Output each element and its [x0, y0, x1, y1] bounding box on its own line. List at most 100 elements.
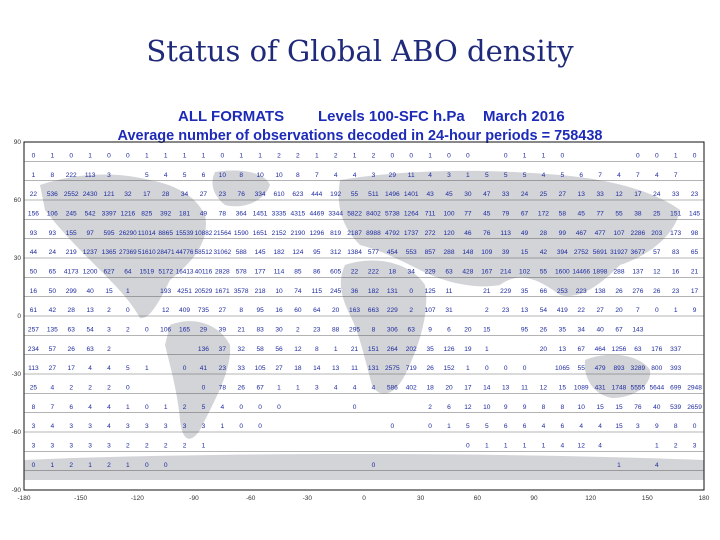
obs-count-cell: 9 [523, 404, 527, 411]
obs-count-cell: 2430 [83, 191, 98, 198]
obs-count-cell: 1748 [612, 384, 627, 391]
obs-count-cell: 337 [670, 346, 681, 353]
obs-count-cell: 61 [30, 307, 38, 314]
obs-count-cell: 2659 [687, 404, 702, 411]
obs-count-cell: 18 [426, 384, 434, 391]
obs-count-cell: 1296 [309, 230, 324, 237]
obs-count-cell: 0 [409, 288, 413, 295]
obs-count-cell: 2 [183, 442, 187, 449]
obs-count-cell: 6 [447, 404, 451, 411]
obs-count-cell: 479 [595, 365, 606, 372]
obs-count-cell: 5 [145, 172, 149, 179]
obs-count-cell: 172 [538, 210, 549, 217]
obs-count-cell: 1 [145, 365, 149, 372]
obs-count-cell: 21 [351, 346, 359, 353]
obs-count-cell: 7 [674, 172, 678, 179]
obs-count-cell: 156 [28, 210, 39, 217]
obs-count-cell: 78 [219, 210, 227, 217]
lat-tick-label: -30 [12, 371, 22, 378]
obs-count-cell: 4 [88, 404, 92, 411]
obs-count-cell: 12 [540, 384, 548, 391]
obs-count-cell: 3 [32, 442, 36, 449]
obs-count-cell: 3 [183, 423, 187, 430]
obs-count-cell: 1 [88, 152, 92, 159]
obs-count-cell: 4 [655, 462, 659, 469]
obs-count-cell: 3 [145, 423, 149, 430]
obs-count-cell: 98 [691, 230, 699, 237]
obs-count-cell: 8 [32, 404, 36, 411]
obs-count-cell: 4 [598, 442, 602, 449]
obs-count-cell: 3289 [631, 365, 646, 372]
obs-count-cell: 1 [220, 423, 224, 430]
obs-count-cell: 5822 [347, 210, 362, 217]
obs-count-cell: 63 [86, 346, 94, 353]
obs-count-cell: 0 [126, 307, 130, 314]
obs-count-cell: 0 [428, 423, 432, 430]
obs-count-cell: 3 [164, 423, 168, 430]
obs-count-cell: 2752 [574, 249, 589, 256]
obs-count-cell: 13 [502, 384, 510, 391]
obs-count-cell: 176 [651, 346, 662, 353]
obs-count-cell: 8 [239, 307, 243, 314]
obs-count-cell: 264 [387, 346, 398, 353]
obs-count-cell: 511 [368, 191, 379, 198]
obs-count-cell: 8402 [366, 210, 381, 217]
obs-count-cell: 50 [49, 288, 57, 295]
obs-count-cell: 57 [49, 346, 57, 353]
obs-count-cell: 60 [294, 307, 302, 314]
obs-count-cell: 13 [86, 307, 94, 314]
obs-count-cell: 392 [160, 210, 171, 217]
obs-count-cell: 27 [559, 191, 567, 198]
obs-count-cell: 19 [464, 346, 472, 353]
obs-count-cell: 219 [66, 249, 77, 256]
obs-count-cell: 8988 [366, 230, 381, 237]
obs-count-cell: 26 [615, 288, 623, 295]
obs-count-cell: 393 [670, 365, 681, 372]
obs-count-cell: 15 [559, 384, 567, 391]
obs-count-cell: 79 [502, 210, 510, 217]
obs-count-cell: 605 [330, 268, 341, 275]
obs-count-cell: 67 [578, 346, 586, 353]
obs-count-cell: 454 [387, 249, 398, 256]
obs-count-cell: 20529 [195, 288, 213, 295]
obs-count-cell: 10 [219, 172, 227, 179]
obs-count-cell: 1 [202, 442, 206, 449]
obs-count-cell: 8865 [158, 230, 173, 237]
obs-count-cell: 13 [578, 191, 586, 198]
observation-counts: 0 1 0 1 0 0 1 1 1 1 0 1 1 2 2 1 2 1 2 0 0 1 0 0 0 1 1 0 0 0 1 01 8 222 113… [28, 152, 702, 468]
obs-count-cell: 181 [179, 210, 190, 217]
obs-count-cell: 4 [542, 172, 546, 179]
obs-count-cell: 364 [236, 210, 247, 217]
obs-count-cell: 8 [315, 346, 319, 353]
obs-count-cell: 55 [351, 191, 359, 198]
obs-count-cell: 2 [334, 152, 338, 159]
obs-count-cell: 464 [595, 346, 606, 353]
obs-count-cell: 14 [483, 384, 491, 391]
obs-count-cell: 334 [255, 191, 266, 198]
obs-count-cell: 9 [504, 404, 508, 411]
obs-count-cell: 31 [445, 307, 453, 314]
lon-tick-label: -30 [303, 495, 313, 502]
obs-count-cell: 245 [330, 288, 341, 295]
obs-count-cell: 23 [313, 326, 321, 333]
obs-count-cell: 165 [179, 326, 190, 333]
obs-count-cell: 1 [504, 442, 508, 449]
obs-count-cell: 1 [126, 404, 130, 411]
obs-count-cell: 10882 [195, 230, 213, 237]
obs-count-cell: 11 [408, 172, 415, 179]
obs-count-cell: 5691 [593, 249, 608, 256]
obs-count-cell: 1 [523, 442, 527, 449]
obs-count-cell: 34 [181, 191, 189, 198]
obs-count-cell: 4 [428, 172, 432, 179]
obs-count-cell: 42 [49, 307, 57, 314]
obs-count-cell: 5172 [158, 268, 173, 275]
obs-count-cell: 77 [596, 210, 604, 217]
obs-count-cell: 2 [485, 307, 489, 314]
obs-count-cell: 24 [49, 249, 57, 256]
obs-count-cell: 32 [238, 346, 246, 353]
obs-count-cell: 1065 [555, 365, 570, 372]
obs-count-cell: 3344 [328, 210, 343, 217]
obs-count-cell: 428 [462, 268, 473, 275]
lon-tick-label: -120 [131, 495, 144, 502]
obs-count-cell: 0 [239, 404, 243, 411]
